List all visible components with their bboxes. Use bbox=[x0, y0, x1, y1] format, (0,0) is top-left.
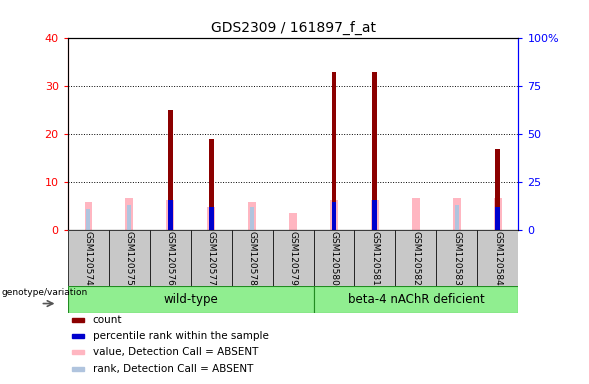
Bar bbox=[85, 202, 92, 230]
Bar bbox=[332, 202, 336, 230]
Text: GSM120577: GSM120577 bbox=[207, 231, 216, 286]
Bar bbox=[125, 198, 133, 230]
Text: GSM120574: GSM120574 bbox=[84, 231, 92, 286]
Bar bbox=[313, 230, 355, 286]
Text: value, Detection Call = ABSENT: value, Detection Call = ABSENT bbox=[92, 347, 258, 357]
Bar bbox=[313, 286, 518, 313]
Bar bbox=[273, 230, 313, 286]
Bar bbox=[494, 198, 501, 230]
Bar bbox=[168, 200, 173, 230]
Bar bbox=[371, 200, 379, 230]
Bar bbox=[412, 198, 419, 230]
Bar bbox=[372, 72, 378, 230]
Text: GSM120581: GSM120581 bbox=[370, 231, 379, 286]
Bar bbox=[289, 213, 297, 230]
Bar bbox=[209, 207, 213, 230]
Text: genotype/variation: genotype/variation bbox=[1, 288, 88, 297]
Text: percentile rank within the sample: percentile rank within the sample bbox=[92, 331, 269, 341]
Bar bbox=[109, 230, 150, 286]
Bar bbox=[332, 202, 336, 230]
Bar bbox=[332, 72, 336, 230]
Bar bbox=[150, 230, 191, 286]
Bar bbox=[72, 350, 84, 354]
Text: count: count bbox=[92, 314, 122, 325]
Text: wild-type: wild-type bbox=[163, 293, 218, 306]
Text: GSM120579: GSM120579 bbox=[289, 231, 297, 286]
Bar bbox=[72, 367, 84, 371]
Bar bbox=[86, 209, 90, 230]
Text: GSM120575: GSM120575 bbox=[125, 231, 134, 286]
Bar bbox=[453, 198, 461, 230]
Bar bbox=[477, 230, 518, 286]
Bar bbox=[68, 230, 109, 286]
Bar bbox=[330, 200, 337, 230]
Text: GSM120576: GSM120576 bbox=[166, 231, 175, 286]
Bar bbox=[167, 200, 174, 230]
Bar bbox=[495, 149, 500, 230]
Text: GSM120580: GSM120580 bbox=[329, 231, 339, 286]
Text: GSM120582: GSM120582 bbox=[411, 231, 421, 286]
Bar bbox=[250, 207, 254, 230]
Bar bbox=[68, 286, 313, 313]
Bar bbox=[495, 207, 500, 230]
Bar bbox=[372, 200, 378, 230]
Bar bbox=[395, 230, 436, 286]
Bar bbox=[72, 318, 84, 322]
Text: GSM120584: GSM120584 bbox=[494, 231, 502, 286]
Bar bbox=[209, 139, 214, 230]
Bar bbox=[455, 205, 459, 230]
Text: rank, Detection Call = ABSENT: rank, Detection Call = ABSENT bbox=[92, 364, 253, 374]
Text: GSM120578: GSM120578 bbox=[247, 231, 257, 286]
Bar bbox=[168, 111, 173, 230]
Bar bbox=[209, 207, 214, 230]
Text: GSM120583: GSM120583 bbox=[452, 231, 461, 286]
Bar bbox=[436, 230, 477, 286]
Title: GDS2309 / 161897_f_at: GDS2309 / 161897_f_at bbox=[210, 20, 376, 35]
Bar bbox=[191, 230, 231, 286]
Bar bbox=[72, 334, 84, 338]
Text: beta-4 nAChR deficient: beta-4 nAChR deficient bbox=[348, 293, 484, 306]
Bar bbox=[207, 207, 215, 230]
Bar bbox=[249, 202, 256, 230]
Bar bbox=[355, 230, 395, 286]
Bar bbox=[127, 205, 131, 230]
Bar bbox=[496, 207, 500, 230]
Bar bbox=[231, 230, 273, 286]
